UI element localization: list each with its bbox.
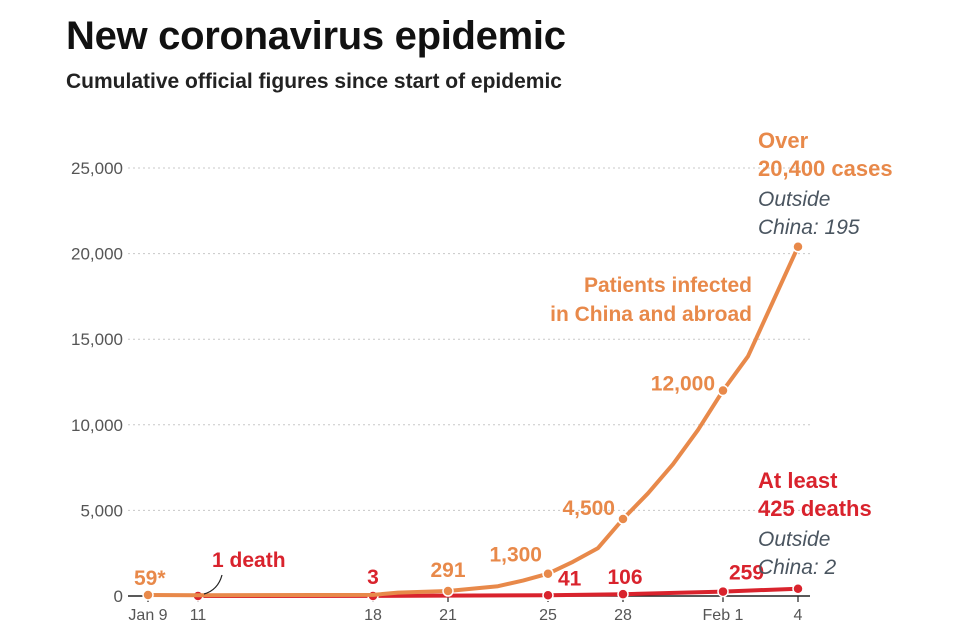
deaths-outside-line1: Outside (758, 528, 830, 551)
deaths-total-line2: 425 deaths (758, 496, 872, 521)
cases-data-point (792, 241, 804, 253)
series-lines (142, 241, 804, 602)
cases-data-label: 4,500 (562, 497, 615, 520)
x-tick-label: Feb 1 (703, 607, 744, 624)
one-death-pointer (203, 574, 223, 595)
x-tick-label: Jan 9 (128, 607, 167, 624)
y-tick-label: 5,000 (80, 501, 123, 520)
data-labels: 3 41 106 259 59* 291 1,300 4,500 12,000 (134, 373, 764, 591)
deaths-data-point (617, 588, 629, 600)
x-tick-label: 28 (614, 607, 632, 624)
cases-series-label-line2: in China and abroad (550, 303, 752, 326)
y-tick-label: 20,000 (71, 245, 123, 264)
y-tick-label: 15,000 (71, 330, 123, 349)
axes: 0 5,000 10,000 15,000 20,000 25,000 Jan 9 11 18 2… (71, 159, 810, 624)
cases-data-point (442, 585, 454, 597)
deaths-data-label: 106 (607, 566, 642, 589)
deaths-data-label: 259 (729, 562, 764, 585)
x-tick-label: 11 (190, 607, 207, 624)
deaths-data-label: 3 (367, 566, 379, 589)
cases-data-label: 59* (134, 567, 166, 590)
cases-data-point (617, 513, 629, 525)
x-tick-label: 18 (364, 607, 382, 624)
chart-subtitle: Cumulative official figures since start … (66, 70, 562, 93)
x-tick-label: 4 (794, 607, 803, 624)
y-tick-label: 0 (114, 587, 123, 606)
deaths-data-point (717, 585, 729, 598)
cases-data-point (142, 589, 154, 601)
cases-outside-line2: China: 195 (758, 216, 860, 239)
cases-total-line2: 20,400 cases (758, 156, 893, 181)
cases-data-point (717, 384, 729, 397)
cases-data-label: 291 (430, 559, 465, 582)
deaths-total-line1: At least (758, 468, 838, 493)
grid-lines (128, 167, 810, 511)
cases-series-label-line1: Patients infected (584, 274, 752, 297)
x-tick-label: 21 (439, 607, 457, 624)
y-tick-label: 10,000 (71, 416, 123, 435)
deaths-data-label: 41 (558, 567, 582, 590)
cases-data-label: 1,300 (489, 544, 542, 567)
cases-data-point (542, 567, 554, 580)
deaths-data-point (542, 589, 554, 602)
x-tick-label: 25 (539, 607, 557, 624)
cases-data-label: 12,000 (651, 373, 715, 396)
one-death-annotation: 1 death (212, 549, 286, 572)
cases-series-line (146, 244, 800, 598)
y-tick-label: 25,000 (71, 159, 123, 178)
cases-outside-line1: Outside (758, 188, 830, 211)
deaths-data-point (792, 582, 804, 595)
deaths-outside-line2: China: 2 (758, 556, 837, 579)
cases-total-line1: Over (758, 128, 809, 153)
chart-title: New coronavirus epidemic (66, 14, 566, 58)
